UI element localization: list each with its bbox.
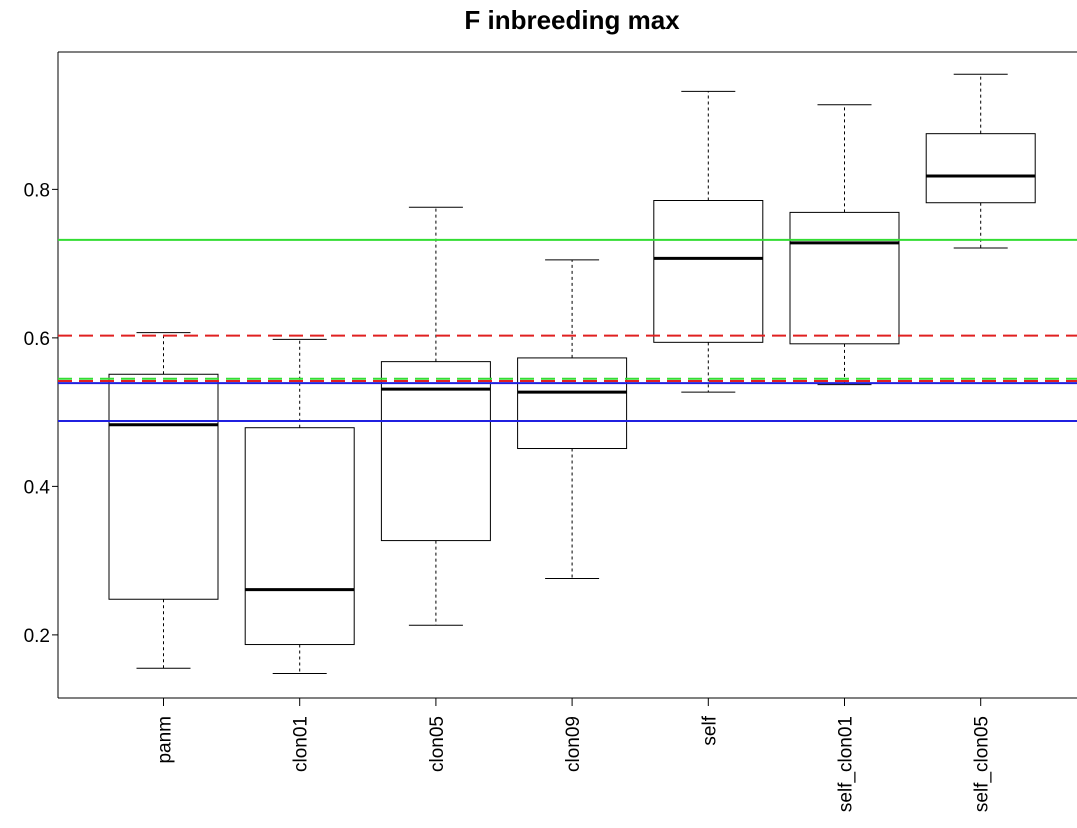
x-tick-label: clon09	[563, 716, 584, 772]
y-tick-label: 0.6	[24, 329, 50, 350]
x-tick-label: panm	[155, 716, 176, 764]
box-iqr	[108, 373, 219, 600]
x-tick-label: clon01	[291, 716, 312, 772]
box-iqr	[517, 357, 628, 450]
box-iqr	[244, 427, 355, 646]
box-group-clon09	[517, 259, 628, 579]
x-tick-label: clon05	[427, 716, 448, 772]
box-group-self_clon05	[925, 73, 1036, 249]
x-tick-label: self_clon05	[972, 716, 993, 812]
box-group-clon01	[244, 338, 355, 674]
box-group-self_clon01	[789, 104, 900, 386]
chart-title: F inbreeding max	[464, 5, 680, 35]
box-iqr	[789, 211, 900, 345]
x-tick-label: self	[699, 715, 720, 745]
box-group-self	[653, 90, 764, 393]
y-tick-label: 0.2	[24, 626, 50, 647]
box-group-panm	[108, 332, 219, 669]
box-iqr	[380, 361, 491, 542]
y-tick-label: 0.8	[24, 180, 50, 201]
y-tick-label: 0.4	[24, 477, 51, 498]
box-iqr	[653, 200, 764, 343]
x-tick-label: self_clon01	[836, 716, 857, 812]
box-iqr	[925, 133, 1036, 204]
box-group-clon05	[380, 206, 491, 626]
